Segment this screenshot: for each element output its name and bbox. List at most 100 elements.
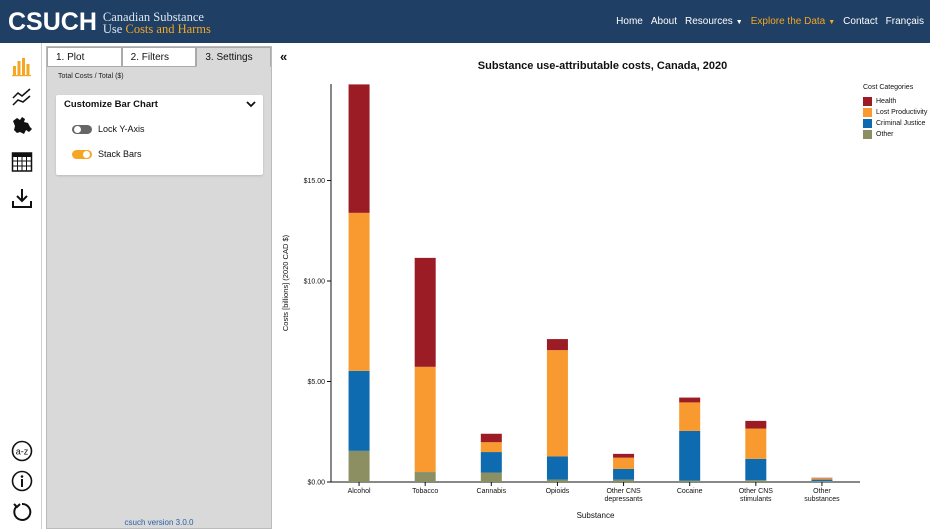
- nav-explore-data[interactable]: Explore the Data ▼: [750, 16, 836, 27]
- reset-icon[interactable]: [11, 501, 33, 523]
- top-navbar: CSUCH Canadian Substance Use Costs and H…: [0, 0, 930, 43]
- bar-segment: [348, 450, 370, 482]
- toggle-switch-off[interactable]: [72, 124, 92, 134]
- line-chart-icon[interactable]: [11, 86, 33, 108]
- version-link[interactable]: csuch version 3.0.0: [124, 518, 194, 527]
- chevron-down-icon[interactable]: [245, 98, 257, 110]
- tab-plot[interactable]: 1. Plot: [47, 47, 122, 67]
- bar-segment: [679, 480, 701, 482]
- chevron-down-icon: ▼: [735, 19, 743, 26]
- nav-language-toggle[interactable]: Français: [885, 16, 924, 27]
- customize-bar-chart-card: Customize Bar Chart Lock Y-Axis Stack Ba…: [56, 95, 263, 175]
- x-axis-label: Substance: [577, 511, 615, 520]
- legend-label: Lost Productivity: [876, 109, 928, 116]
- nav-home[interactable]: Home: [616, 16, 643, 27]
- info-icon[interactable]: [11, 470, 33, 492]
- lock-y-axis-toggle[interactable]: Lock Y-Axis: [72, 124, 145, 134]
- chevron-down-icon: ▼: [828, 19, 836, 26]
- main-nav: Home About Resources ▼ Explore the Data ▼ …: [612, 0, 928, 43]
- stack-bars-label: Stack Bars: [98, 149, 142, 159]
- panel-tabs: 1. Plot 2. Filters 3. Settings: [47, 47, 272, 67]
- bar-segment: [546, 339, 568, 351]
- bar-segment: [348, 84, 370, 213]
- legend-title: Cost Categories: [863, 84, 914, 91]
- bar-segment: [745, 428, 767, 459]
- y-tick-label: $10.00: [304, 278, 326, 285]
- x-tick-label: Cocaine: [677, 488, 703, 495]
- nav-about[interactable]: About: [650, 16, 677, 27]
- svg-text:a-z: a-z: [16, 447, 29, 457]
- bar-segment: [679, 397, 701, 403]
- x-tick-label: Other CNS: [739, 488, 774, 495]
- tool-rail: a-z: [0, 43, 42, 529]
- bar-segment: [480, 433, 502, 443]
- bar-segment: [811, 478, 833, 480]
- bar-segment: [546, 350, 568, 457]
- bar-segment: [745, 420, 767, 429]
- bar-segment: [414, 366, 436, 473]
- legend-swatch: [863, 130, 872, 139]
- legend-label: Criminal Justice: [876, 120, 926, 127]
- x-tick-label: stimulants: [740, 496, 772, 503]
- x-tick-label: Tobacco: [412, 488, 438, 495]
- stack-bars-toggle[interactable]: Stack Bars: [72, 149, 142, 159]
- x-tick-label: Opioids: [546, 488, 570, 495]
- legend-swatch: [863, 108, 872, 117]
- x-tick-label: Other CNS: [606, 488, 641, 495]
- bar-segment: [480, 452, 502, 473]
- chart-area: Substance use-attributable costs, Canada…: [275, 46, 930, 529]
- x-tick-label: Cannabis: [477, 488, 507, 495]
- bar-segment: [745, 480, 767, 482]
- bar-segment: [811, 479, 833, 482]
- bar-segment: [414, 472, 436, 482]
- glossary-icon[interactable]: a-z: [11, 440, 33, 462]
- card-title: Customize Bar Chart: [64, 99, 158, 110]
- bar-segment: [679, 430, 701, 481]
- nav-contact[interactable]: Contact: [843, 16, 878, 27]
- map-icon[interactable]: [11, 115, 33, 137]
- y-tick-label: $15.00: [304, 178, 326, 185]
- settings-panel: 1. Plot 2. Filters 3. Settings Total Cos…: [46, 46, 272, 529]
- bar-segment: [480, 472, 502, 482]
- y-tick-label: $0.00: [307, 480, 325, 487]
- y-tick-label: $5.00: [307, 379, 325, 386]
- bar-segment: [613, 453, 635, 458]
- bar-segment: [546, 456, 568, 480]
- nav-resources[interactable]: Resources ▼: [684, 16, 743, 27]
- logo-tagline: Canadian Substance Use Costs and Harms: [102, 9, 211, 36]
- logo-tagline-line1: Canadian Substance: [102, 9, 204, 24]
- bar-segment: [414, 257, 436, 367]
- legend-item[interactable]: Health: [863, 96, 927, 107]
- tab-settings[interactable]: 3. Settings: [196, 47, 272, 67]
- legend: Cost Categories Health Lost Productivity C…: [863, 84, 927, 140]
- bar-chart: $0.00 $5.00 $10.00 $15.00 Costs [billions] (…: [281, 84, 860, 520]
- download-icon[interactable]: [11, 187, 33, 209]
- table-icon[interactable]: [11, 151, 33, 173]
- bar-segment: [613, 457, 635, 469]
- bar-segment: [348, 212, 370, 371]
- logo-tagline-line2: Use Costs and Harms: [102, 21, 211, 36]
- bar-segment: [613, 479, 635, 482]
- csuch-logo[interactable]: CSUCH Canadian Substance Use Costs and H…: [8, 8, 211, 37]
- legend-item[interactable]: Criminal Justice: [863, 118, 927, 129]
- bar-segment: [811, 481, 833, 482]
- breadcrumb: Total Costs / Total ($): [58, 73, 124, 80]
- toggle-switch-on[interactable]: [72, 149, 92, 159]
- logo-wordmark: CSUCH: [8, 8, 97, 36]
- bar-segment: [679, 402, 701, 431]
- tab-filters[interactable]: 2. Filters: [121, 47, 197, 67]
- x-tick-label: substances: [804, 496, 840, 503]
- collapse-panel-icon[interactable]: «: [280, 49, 288, 64]
- legend-item[interactable]: Other: [863, 129, 927, 140]
- bar-segment: [613, 468, 635, 480]
- legend-item[interactable]: Lost Productivity: [863, 107, 927, 118]
- legend-label: Other: [876, 131, 894, 138]
- y-axis-label: Costs [billions] (2020 CAD $): [281, 234, 290, 331]
- bar-chart-icon[interactable]: [11, 55, 33, 77]
- lock-y-axis-label: Lock Y-Axis: [98, 124, 145, 134]
- bar-segment: [745, 458, 767, 481]
- bar-segment: [546, 479, 568, 482]
- bar-segment: [480, 442, 502, 453]
- bar-segment: [348, 370, 370, 451]
- x-tick-label: Other: [813, 488, 831, 495]
